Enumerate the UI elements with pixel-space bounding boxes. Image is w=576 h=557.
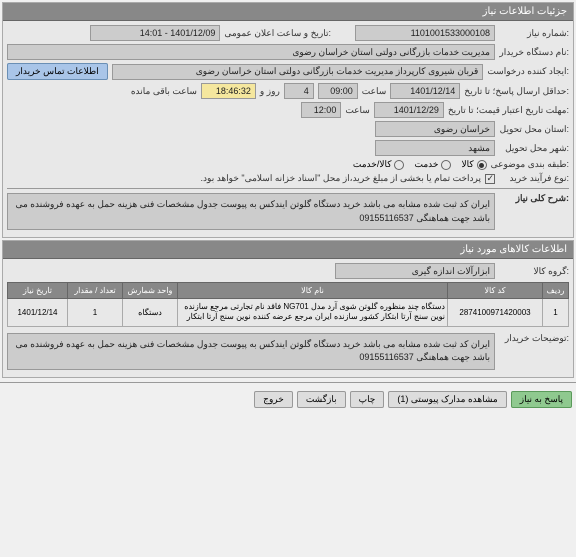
cell-name: دستگاه چند منظوره گلوتن شوی آرد مدل NG70… [178,299,448,327]
group-label: :گروه کالا [499,266,569,277]
contact-buyer-button[interactable]: اطلاعات تماس خریدار [7,63,108,80]
footer-separator [0,382,576,383]
announce-date-label: :تاریخ و ساعت اعلان عمومی [224,28,331,39]
main-desc-text: ایران کد ثبت شده مشابه می باشد خرید دستگ… [7,193,495,230]
packing-opt-1[interactable]: خدمت [414,159,451,170]
process-label: :نوع فرآیند خرید [499,173,569,184]
table-row[interactable]: 1 2874100971420003 دستگاه چند منظوره گلو… [8,299,569,327]
packing-radio-group: کالا خدمت کالا/خدمت [353,159,487,170]
deadline-label: :حداقل ارسال پاسخ؛ تا تاریخ [464,86,569,97]
deadline-days-label: روز و [260,86,280,97]
th-date: تاریخ نیاز [8,283,68,299]
extra-desc-label: :توضیحات خریدار [499,333,569,344]
validity-label: :مهلت تاریخ اعتبار قیمت؛ تا تاریخ [448,105,569,116]
packing-opt-2[interactable]: کالا/خدمت [353,159,405,170]
buyer-org-label: :نام دستگاه خریدار [499,47,569,58]
validity-time-label: ساعت [345,105,370,116]
panel1-body: :شماره نیاز 1101001533000108 :تاریخ و سا… [3,21,573,237]
requester-label: :ایجاد کننده درخواست [487,66,569,77]
group-value: ابزارآلات اندازه گیری [335,263,495,279]
deadline-remain-label: ساعت باقی مانده [131,86,197,97]
province-value: خراسان رضوی [375,121,495,137]
deadline-date: 1401/12/14 [390,83,460,99]
announce-date-value: 1401/12/09 - 14:01 [90,25,220,41]
items-table: ردیف کد کالا نام کالا واحد شمارش تعداد /… [7,282,569,327]
validity-date: 1401/12/29 [374,102,444,118]
exit-button[interactable]: خروج [254,391,293,408]
main-desc-label: :شرح کلی نیاز [499,193,569,204]
back-button[interactable]: بازگشت [297,391,346,408]
packing-opt-2-label: کالا/خدمت [353,159,392,170]
extra-desc-text: ایران کد ثبت شده مشابه می باشد خرید دستگ… [7,333,495,370]
city-value: مشهد [375,140,495,156]
th-name: نام کالا [178,283,448,299]
print-button[interactable]: چاپ [350,391,385,408]
cell-idx: 1 [543,299,569,327]
need-info-panel: جزئیات اطلاعات نیاز :شماره نیاز 11010015… [2,2,574,238]
requester-value: قربان شیروی کارپرداز مدیریت خدمات بازرگا… [112,64,484,80]
packing-opt-0[interactable]: کالا [461,159,486,170]
packing-opt-1-label: خدمت [414,159,438,170]
buyer-org-value: مدیریت خدمات بازرگانی دولتی استان خراسان… [7,44,495,60]
process-check-icon[interactable] [485,174,495,184]
packing-opt-0-label: کالا [461,159,473,170]
th-idx: ردیف [543,283,569,299]
cell-unit: دستگاه [123,299,178,327]
radio-icon [477,160,487,170]
deadline-time: 09:00 [318,83,358,99]
process-note: پرداخت تمام یا بخشی از مبلغ خرید،از محل … [201,173,481,184]
footer-buttons: پاسخ به نیاز مشاهده مدارک پیوستی (1) چاپ… [0,387,576,412]
th-qty: تعداد / مقدار [68,283,123,299]
respond-button[interactable]: پاسخ به نیاز [511,391,572,408]
table-header-row: ردیف کد کالا نام کالا واحد شمارش تعداد /… [8,283,569,299]
validity-time: 12:00 [301,102,341,118]
cell-qty: 1 [68,299,123,327]
packing-label: :طبقه بندی موضوعی [491,159,569,170]
city-label: :شهر محل تحویل [499,143,569,154]
attachments-button[interactable]: مشاهده مدارک پیوستی (1) [388,391,506,408]
deadline-days: 4 [284,83,314,99]
separator [7,188,569,189]
cell-date: 1401/12/14 [8,299,68,327]
cell-code: 2874100971420003 [448,299,543,327]
panel2-header: اطلاعات کالاهای مورد نیاز [3,241,573,259]
th-unit: واحد شمارش [123,283,178,299]
th-code: کد کالا [448,283,543,299]
deadline-remain: 18:46:32 [201,83,256,99]
radio-icon [441,160,451,170]
panel2-body: :گروه کالا ابزارآلات اندازه گیری ردیف کد… [3,259,573,377]
deadline-time-label: ساعت [362,86,387,97]
province-label: :استان محل تحویل [499,124,569,135]
need-number-value: 1101001533000108 [355,25,495,41]
items-panel: اطلاعات کالاهای مورد نیاز :گروه کالا ابز… [2,240,574,378]
need-number-label: :شماره نیاز [499,28,569,39]
panel1-header: جزئیات اطلاعات نیاز [3,3,573,21]
radio-icon [394,160,404,170]
